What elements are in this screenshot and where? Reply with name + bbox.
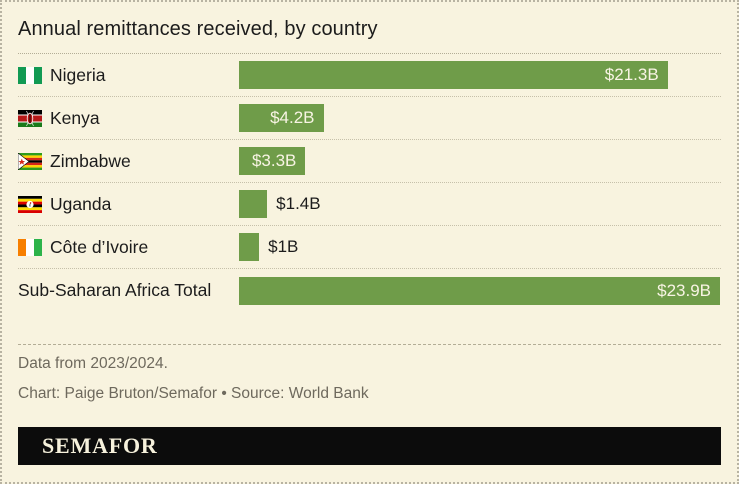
value-bar: $3.3B <box>239 147 306 175</box>
chart-row: Zimbabwe $3.3B <box>18 140 721 183</box>
row-label-cell: Sub-Saharan Africa Total <box>18 280 239 301</box>
country-label: Kenya <box>50 107 100 128</box>
value-label: $1.4B <box>276 194 321 213</box>
row-label-cell: Côte d’Ivoire <box>18 237 239 258</box>
value-bar <box>239 190 268 218</box>
uganda-flag-icon <box>18 195 42 213</box>
chart-row: Nigeria $21.3B <box>18 54 721 97</box>
value-bar <box>239 233 260 261</box>
value-label: $1B <box>268 237 299 256</box>
chart-row: Kenya $4.2B <box>18 97 721 140</box>
bar-track: $21.3B <box>239 54 721 96</box>
chart-title: Annual remittances received, by country <box>18 2 721 54</box>
bar-track: $4.2B <box>239 97 721 139</box>
value-label: $3.3B <box>251 151 297 170</box>
value-bar: $21.3B <box>239 61 668 89</box>
nigeria-flag-icon <box>18 66 42 84</box>
bar-track: $3.3B <box>239 140 721 182</box>
chart-row: Côte d’Ivoire $1B <box>18 226 721 269</box>
value-label: $23.9B <box>657 280 711 300</box>
zimbabwe-flag-icon <box>18 152 42 170</box>
value-label: $4.2B <box>270 108 315 127</box>
country-label: Sub-Saharan Africa Total <box>18 280 212 300</box>
bar-track: $1.4B <box>239 183 721 225</box>
row-label-cell: Uganda <box>18 194 239 215</box>
country-label: Uganda <box>50 193 112 214</box>
value-bar: $23.9B <box>239 276 720 305</box>
value-label: $21.3B <box>604 65 659 84</box>
cote-divoire-flag-icon <box>18 238 42 256</box>
country-label: Nigeria <box>50 64 106 85</box>
bar-track: $1B <box>239 226 721 268</box>
bar-track: $23.9B <box>239 269 721 312</box>
kenya-flag-icon <box>18 109 42 127</box>
semafor-logo: SEMAFOR <box>42 433 158 458</box>
country-label: Zimbabwe <box>50 150 131 171</box>
row-label-cell: Nigeria <box>18 65 239 86</box>
row-label-cell: Zimbabwe <box>18 151 239 172</box>
row-label-cell: Kenya <box>18 108 239 129</box>
value-bar: $4.2B <box>239 104 324 132</box>
footer-divider <box>18 344 721 345</box>
chart-credit: Chart: Paige Bruton/Semafor • Source: Wo… <box>18 385 369 402</box>
chart-row: Uganda $1.4B <box>18 183 721 226</box>
data-note: Data from 2023/2024. <box>18 355 168 372</box>
country-label: Côte d’Ivoire <box>50 236 149 257</box>
semafor-logo-bar: SEMAFOR <box>18 427 721 465</box>
chart-row: Sub-Saharan Africa Total $23.9B <box>18 269 721 312</box>
bar-chart: Nigeria $21.3B Kenya $4.2B Zimbabwe $3.3B Ugan… <box>18 54 721 312</box>
